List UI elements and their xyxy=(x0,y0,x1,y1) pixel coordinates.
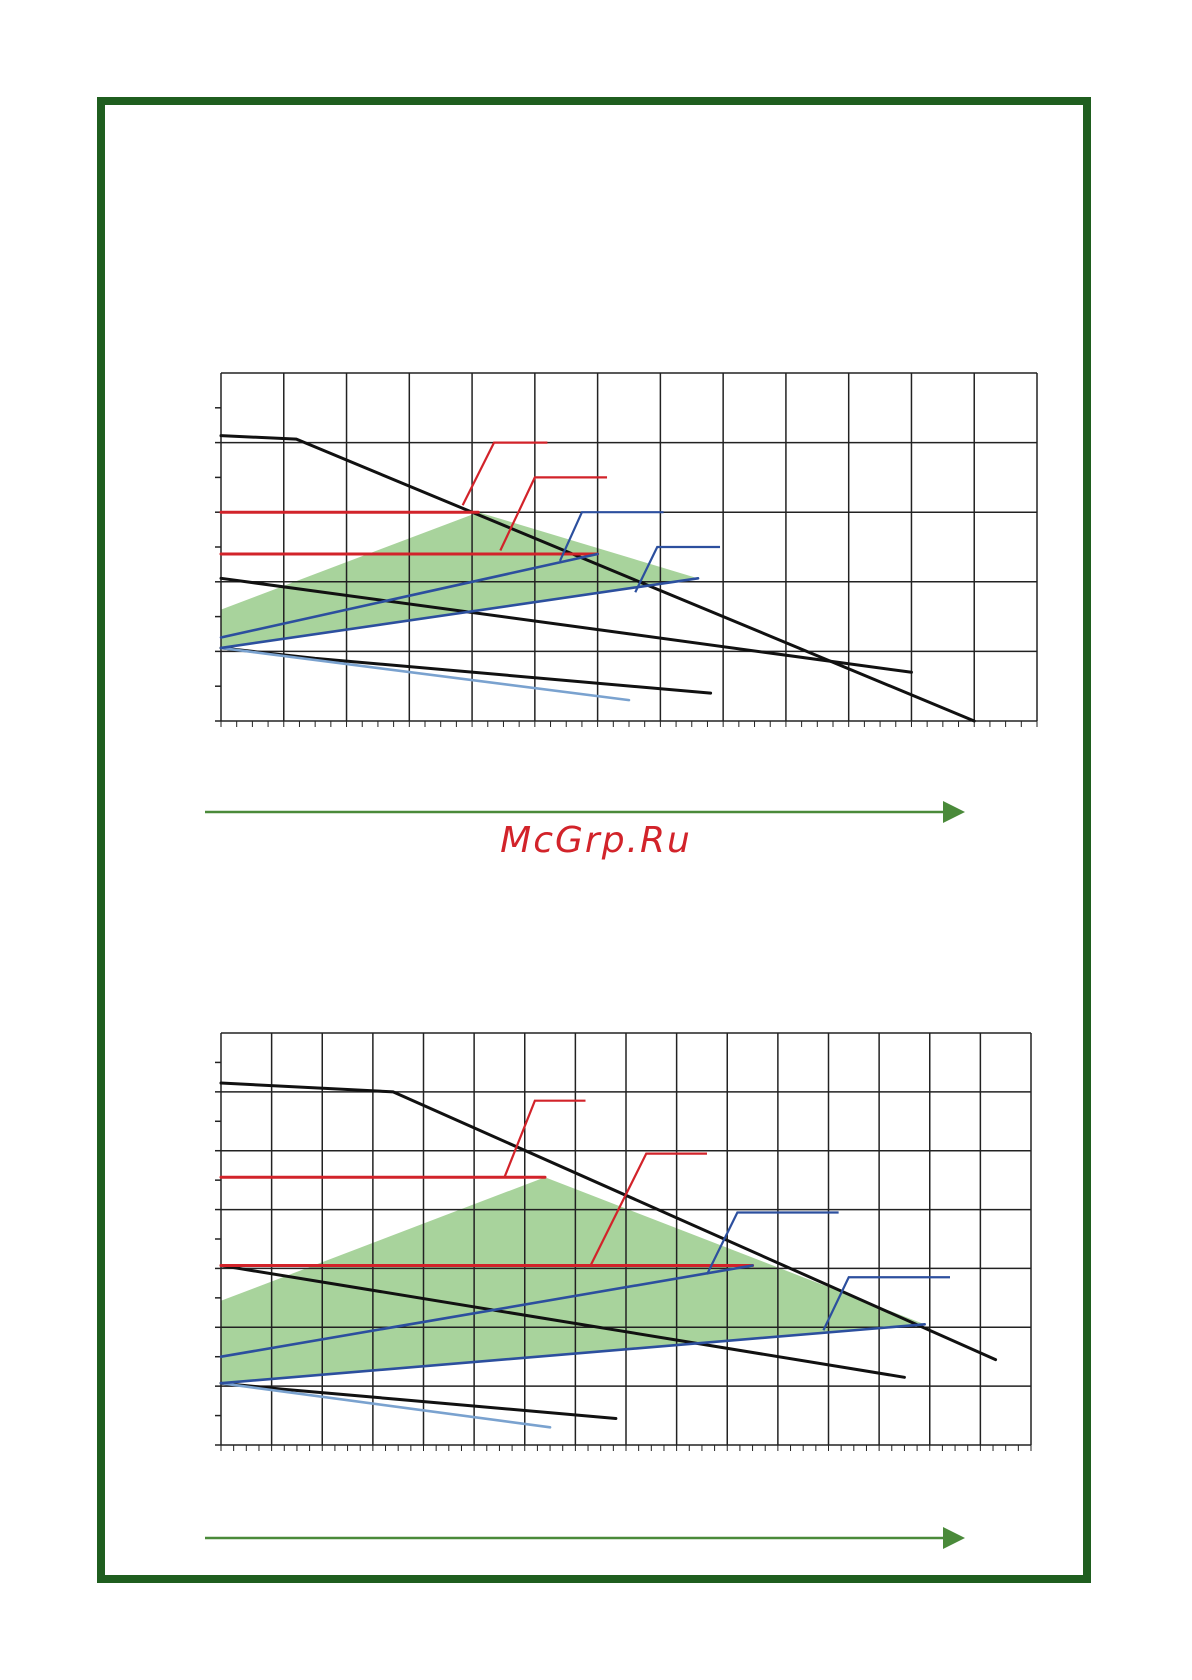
series-line-curve-1 xyxy=(219,576,913,674)
callout-leader-blue-3 xyxy=(634,545,721,593)
pump-curve-chart-1 xyxy=(215,372,1038,727)
callout-leader-red-0 xyxy=(503,1099,586,1178)
series-line-blue-6 xyxy=(219,552,599,639)
flow-arrow-1 xyxy=(205,801,965,823)
series-line-blue-7 xyxy=(219,577,700,650)
operating-area xyxy=(221,512,699,648)
series-line-curve-0 xyxy=(219,434,976,723)
series-line-curve-1 xyxy=(219,1263,906,1379)
series-line-blue-6 xyxy=(219,1264,754,1359)
callout-leader-red-1 xyxy=(499,476,608,551)
arrow-head xyxy=(943,1527,965,1549)
series-line-curve-2 xyxy=(219,646,713,695)
pump-curve-chart-2 xyxy=(215,1032,1032,1451)
arrow-head xyxy=(943,801,965,823)
callout-leader-blue-3 xyxy=(822,1276,950,1331)
series-line-light_blue-3 xyxy=(219,646,631,702)
callout-leader-blue-2 xyxy=(706,1211,839,1275)
page-border xyxy=(97,97,1091,1583)
callout-leader-blue-2 xyxy=(558,511,664,562)
flow-arrow-2 xyxy=(205,1527,965,1549)
callout-leader-red-1 xyxy=(589,1152,707,1266)
series-line-light_blue-3 xyxy=(219,1381,552,1429)
series-line-blue-7 xyxy=(219,1323,926,1385)
operating-area xyxy=(221,1177,925,1384)
series-line-curve-2 xyxy=(219,1381,618,1421)
watermark: McGrp.Ru xyxy=(500,820,692,861)
series-line-curve-0 xyxy=(219,1081,998,1362)
callout-leader-red-0 xyxy=(461,441,548,506)
